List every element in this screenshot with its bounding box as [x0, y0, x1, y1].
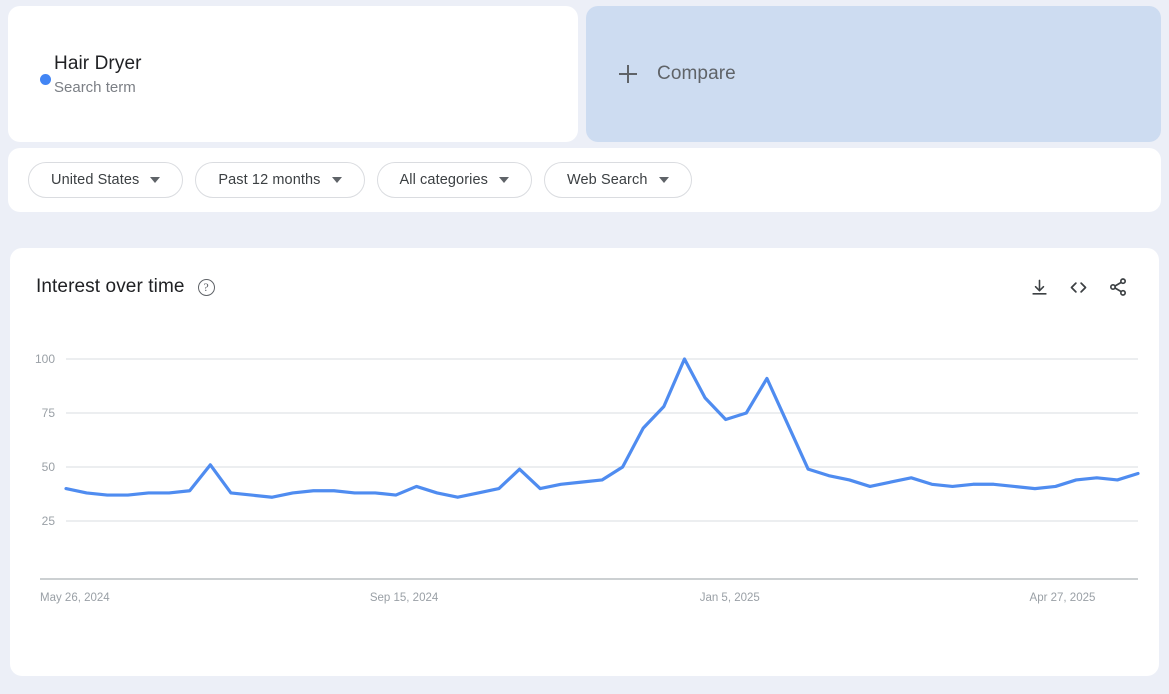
filter-chip-label: Past 12 months — [218, 172, 321, 188]
y-axis-tick-label: 25 — [42, 514, 56, 528]
section-spacer — [0, 212, 1169, 248]
filter-chip-label: Web Search — [566, 172, 648, 188]
interest-over-time-card: Interest over time ? 25 50 75 100 May 26, 20… — [10, 248, 1159, 676]
share-icon[interactable] — [1108, 277, 1128, 297]
compare-inner: Compare — [618, 63, 736, 85]
filter-bar: United States Past 12 months All categor… — [8, 148, 1161, 212]
search-term-text: Hair Dryer Search term — [54, 51, 142, 98]
embed-icon[interactable] — [1068, 277, 1089, 298]
x-axis-tick-label: Jan 5, 2025 — [700, 592, 760, 604]
interest-over-time-plot[interactable]: 25 50 75 100 May 26, 2024 Sep 15, 2024 Jan 5, … — [10, 334, 1159, 664]
query-row: Hair Dryer Search term Compare — [0, 0, 1169, 142]
trend-line-series — [64, 357, 1140, 499]
search-term-card[interactable]: Hair Dryer Search term — [8, 6, 578, 142]
chart-svg: 25 50 75 100 May 26, 2024 Sep 15, 2024 Jan 5, … — [35, 352, 1140, 604]
chevron-down-icon — [150, 177, 161, 183]
chevron-down-icon — [331, 177, 342, 183]
compare-label: Compare — [657, 63, 736, 84]
x-axis-tick-label: Sep 15, 2024 — [370, 592, 439, 604]
chevron-down-icon — [658, 177, 669, 183]
filter-chip-label: United States — [51, 172, 140, 188]
compare-card[interactable]: Compare — [586, 6, 1161, 142]
search-term-subtitle: Search term — [54, 78, 136, 96]
x-axis-tick-label: May 26, 2024 — [40, 592, 110, 604]
chart-actions — [1030, 277, 1133, 298]
filter-chip-search-type[interactable]: Web Search — [543, 162, 692, 198]
y-axis-tick-label: 50 — [42, 460, 56, 474]
chevron-down-icon — [498, 177, 509, 183]
search-term-inner: Hair Dryer Search term — [40, 51, 142, 98]
filter-chip-label: All categories — [399, 172, 488, 188]
chart-header: Interest over time ? — [10, 248, 1159, 298]
series-color-dot — [40, 73, 51, 85]
help-icon[interactable]: ? — [197, 278, 215, 296]
y-axis-tick-label: 75 — [42, 406, 56, 420]
x-axis-tick-label: Apr 27, 2025 — [1030, 592, 1096, 604]
chart-title-wrap: Interest over time ? — [36, 276, 215, 298]
filter-chip-location[interactable]: United States — [28, 162, 184, 198]
y-axis-tick-label: 100 — [35, 352, 55, 366]
filter-chip-time-range[interactable]: Past 12 months — [195, 162, 365, 198]
plus-icon — [618, 64, 638, 84]
chart-title: Interest over time — [36, 276, 185, 297]
filter-chip-category[interactable]: All categories — [376, 162, 532, 198]
download-icon[interactable] — [1030, 278, 1049, 297]
search-term-title: Hair Dryer — [54, 52, 142, 74]
